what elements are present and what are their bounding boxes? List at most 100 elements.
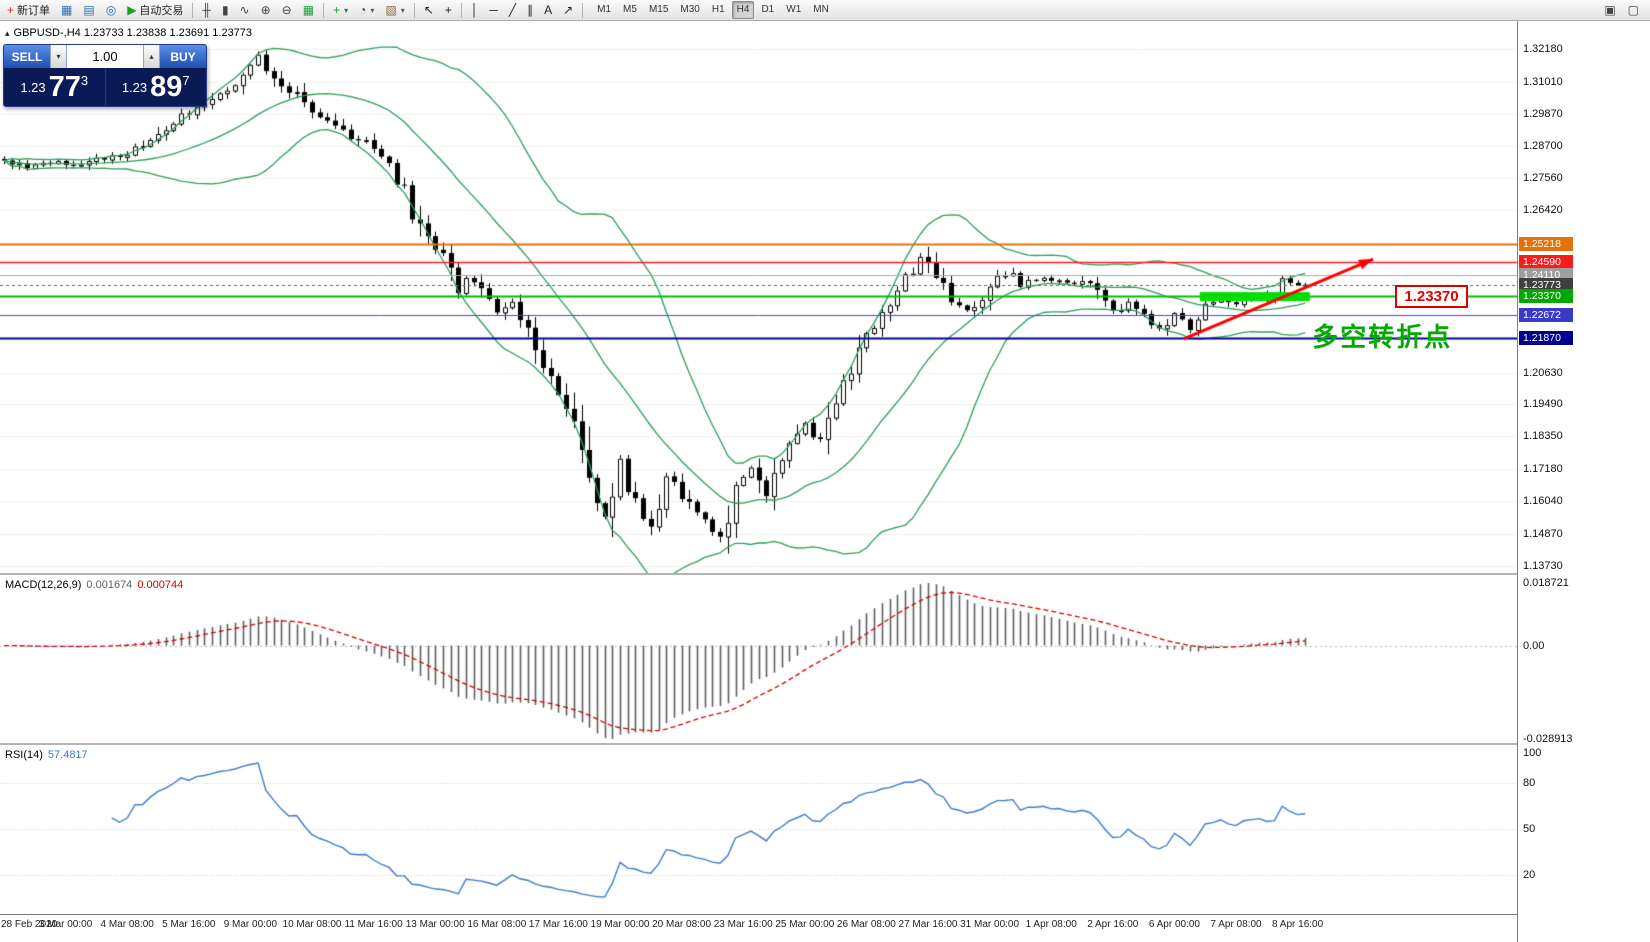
- timeframe-d1-button[interactable]: D1: [761, 4, 775, 15]
- market-watch-icon: ◎: [105, 3, 117, 17]
- price-axis[interactable]: 1.32180 1.31010 1.29870 1.28700 1.27560 1.264…: [1517, 21, 1650, 942]
- rsi-axis-label: 80: [1523, 777, 1536, 790]
- macd-main-value: 0.001674: [86, 579, 133, 591]
- sell-button[interactable]: SELL: [4, 45, 50, 68]
- oct-collapse-icon[interactable]: ▴: [5, 27, 10, 38]
- toolbar-separator: [413, 2, 415, 18]
- crosshair-button[interactable]: +: [440, 0, 457, 20]
- chart-area: 1.32180 1.31010 1.29870 1.28700 1.27560 1.264…: [0, 21, 1650, 942]
- oct-prices-row: 1.23 77 3 1.23 89 7: [4, 68, 206, 106]
- macd-axis-label: -0.028913: [1523, 733, 1573, 745]
- candlestick-chart-button[interactable]: ▮: [217, 0, 234, 20]
- timeframe-m1-button[interactable]: M1: [597, 4, 612, 15]
- templates-button[interactable]: ▧ ▾: [380, 0, 409, 20]
- indicators-button[interactable]: + ▾: [328, 0, 353, 20]
- price-callout-label[interactable]: 1.23370: [1395, 284, 1468, 308]
- candlestick-chart-icon: ▮: [221, 3, 229, 17]
- crosshair-icon: +: [444, 3, 452, 17]
- price-axis-label: 1.20630: [1523, 366, 1563, 379]
- cursor-button[interactable]: ↖: [419, 0, 439, 20]
- price-axis-label: 1.18350: [1523, 430, 1563, 443]
- timeframe-mn-button[interactable]: MN: [813, 4, 829, 15]
- panel-separator[interactable]: [0, 573, 1650, 575]
- buy-price-main: 89: [150, 70, 183, 103]
- time-axis-label: 11 Mar 16:00: [344, 919, 403, 930]
- time-axis[interactable]: 28 Feb 2020 3 Mar 00:00 4 Mar 08:00 5 Mar 1…: [0, 914, 1517, 942]
- full-screen-button[interactable]: ▢: [1623, 0, 1644, 20]
- time-axis-label: 27 Mar 16:00: [898, 919, 958, 930]
- rsi-indicator-label: RSI(14) 57.4817: [5, 749, 88, 761]
- chart-annotation-text[interactable]: 多空转折点: [1312, 321, 1453, 352]
- zoom-out-button[interactable]: ⊖: [277, 0, 297, 20]
- chart-ohlc-readout: ▴ GBPUSD-,H4 1.23733 1.23838 1.23691 1.2…: [5, 27, 252, 39]
- buy-price-display[interactable]: 1.23 89 7: [104, 68, 207, 106]
- time-axis-label: 26 Mar 08:00: [836, 919, 896, 930]
- volume-input[interactable]: [67, 45, 143, 68]
- chart-profiles-button[interactable]: ▤: [78, 0, 99, 20]
- tile-windows-button[interactable]: ▦: [298, 0, 319, 20]
- periods-button[interactable]: ◔ ▾: [354, 0, 379, 20]
- vertical-line-button[interactable]: │: [466, 0, 484, 20]
- volume-decrease-button[interactable]: ▾: [50, 45, 67, 68]
- rsi-name: RSI(14): [5, 749, 43, 761]
- auto-trading-label: 自动交易: [139, 5, 184, 17]
- time-axis-label: 20 Mar 08:00: [652, 919, 712, 930]
- equidistant-channel-icon: ∥: [527, 3, 534, 17]
- volume-increase-button[interactable]: ▴: [143, 45, 160, 68]
- chart-window-button[interactable]: ▣: [1599, 0, 1620, 20]
- equidistant-channel-button[interactable]: ∥: [522, 0, 538, 20]
- cursor-icon: ↖: [423, 3, 434, 17]
- new-order-icon: +: [7, 3, 15, 17]
- arrow-objects-button[interactable]: ↗: [558, 0, 578, 20]
- panel-separator[interactable]: [0, 743, 1650, 745]
- buy-button[interactable]: BUY: [160, 45, 206, 68]
- time-axis-label: 19 Mar 00:00: [590, 919, 650, 930]
- time-axis-label: 23 Mar 16:00: [713, 919, 773, 930]
- market-watch-button[interactable]: ◎: [101, 0, 121, 20]
- bar-chart-button[interactable]: ╫: [197, 0, 216, 20]
- sell-price-display[interactable]: 1.23 77 3: [4, 68, 105, 106]
- time-axis-label: 7 Apr 08:00: [1210, 919, 1262, 930]
- price-level-tag: 1.23773: [1519, 277, 1573, 292]
- horizontal-line-button[interactable]: ─: [484, 0, 503, 20]
- zoom-in-button[interactable]: ⊕: [256, 0, 276, 20]
- price-level-tag: 1.22672: [1519, 308, 1573, 323]
- macd-signal-value: 0.000744: [137, 579, 184, 591]
- new-order-button[interactable]: + 新订单: [2, 0, 55, 20]
- indicators-icon: +: [333, 3, 341, 17]
- text-label-button[interactable]: A: [539, 0, 557, 20]
- new-order-label: 新订单: [17, 5, 51, 17]
- timeframe-m30-button[interactable]: M30: [680, 4, 700, 15]
- main-price-chart[interactable]: [0, 21, 1517, 573]
- timeframe-h1-button[interactable]: H1: [711, 4, 725, 15]
- timeframe-h4-button[interactable]: H4: [731, 1, 755, 19]
- price-level-tag: 1.23370: [1519, 288, 1573, 303]
- toolbar-separator: [460, 2, 462, 18]
- one-click-trading-panel: SELL ▾ ▴ BUY 1.23 77 3 1.23 89 7: [3, 44, 207, 107]
- rsi-axis-label: 20: [1523, 868, 1536, 881]
- macd-name: MACD(12,26,9): [5, 579, 82, 591]
- price-level-tag: 1.25218: [1519, 237, 1573, 252]
- price-axis-label: 1.28700: [1523, 140, 1563, 153]
- line-chart-button[interactable]: ∿: [235, 0, 255, 20]
- time-axis-label: 4 Mar 08:00: [100, 919, 154, 930]
- macd-indicator-panel[interactable]: [0, 575, 1517, 743]
- new-chart-button[interactable]: ▦: [56, 0, 77, 20]
- price-axis-label: 1.27560: [1523, 172, 1563, 185]
- trendline-button[interactable]: ╱: [504, 0, 521, 20]
- auto-trading-button[interactable]: ▶ 自动交易: [122, 0, 188, 20]
- price-axis-label: 1.17180: [1523, 463, 1563, 476]
- timeframe-m15-button[interactable]: M15: [648, 4, 669, 15]
- price-axis-label: 1.14870: [1523, 527, 1563, 540]
- rsi-indicator-panel[interactable]: [0, 745, 1517, 913]
- time-axis-label: 3 Mar 00:00: [38, 919, 93, 930]
- timeframe-m5-button[interactable]: M5: [623, 4, 637, 15]
- timeframe-w1-button[interactable]: W1: [786, 4, 802, 15]
- price-axis-label: 1.16040: [1523, 495, 1563, 508]
- arrow-objects-icon: ↗: [563, 3, 574, 17]
- macd-axis-label: 0.00: [1523, 639, 1545, 652]
- full-screen-icon: ▢: [1627, 3, 1639, 17]
- trendline-icon: ╱: [508, 3, 517, 17]
- auto-trading-icon: ▶: [127, 3, 137, 17]
